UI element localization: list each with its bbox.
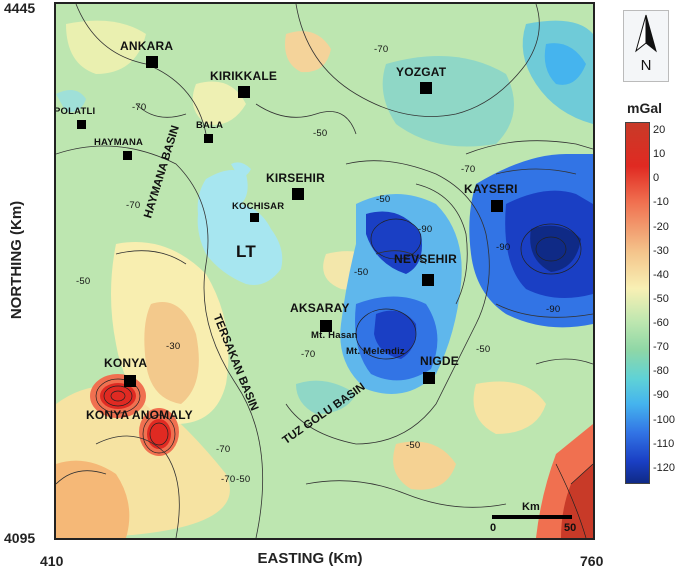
place-ankara: ANKARA xyxy=(120,39,174,53)
contour-label: -70 xyxy=(301,349,316,360)
colorbar-tick-label: 10 xyxy=(653,148,666,161)
colorbar-tick-label: -50 xyxy=(653,292,669,305)
contour-label: -50 xyxy=(476,344,491,355)
contour-label: -70 xyxy=(374,44,389,55)
place-aksaray: AKSARAY xyxy=(290,301,350,315)
north-label: N xyxy=(640,57,652,74)
polatli-marker[interactable] xyxy=(77,120,86,129)
nigde-marker[interactable] xyxy=(423,372,435,384)
colorbar-tick-label: -100 xyxy=(653,413,676,426)
scale-start: 0 xyxy=(490,522,497,534)
bala-marker[interactable] xyxy=(204,134,213,143)
y-bottom-value: 4095 xyxy=(4,530,36,546)
place-kirikkale: KIRIKKALE xyxy=(210,69,278,83)
colorbar-tick-label: -80 xyxy=(653,365,669,378)
place-yozgat: YOZGAT xyxy=(396,65,447,79)
yozgat-marker[interactable] xyxy=(420,82,432,94)
north-arrow-panel: N xyxy=(623,10,669,82)
contour-label: -50 xyxy=(406,440,421,451)
place-kirsehir: KIRSEHIR xyxy=(266,171,325,185)
y-top-value: 4445 xyxy=(4,0,36,16)
aksaray-marker[interactable] xyxy=(320,320,332,332)
contour-label: -50 xyxy=(236,474,251,485)
colorbar-unit: mGal xyxy=(627,100,663,116)
colorbar-tick-label: -10 xyxy=(653,196,669,209)
y-axis-label: NORTHING (Km) xyxy=(8,200,25,320)
place-mt-melendiz: Mt. Melendiz xyxy=(346,346,405,357)
contour-label: -70 xyxy=(221,474,236,485)
colorbar-tick-label: -40 xyxy=(653,268,669,281)
colorbar xyxy=(625,122,650,484)
place-nevsehir: NEVSEHIR xyxy=(394,252,457,266)
haymana-marker[interactable] xyxy=(123,151,132,160)
place-kayseri: KAYSERI xyxy=(464,182,518,196)
gravity-anomaly-map: -70 -70 -50 -70 -50 -50 -70 -90 -90 -30 … xyxy=(54,2,595,540)
scale-bar xyxy=(492,515,572,519)
contour-label: -90 xyxy=(418,224,433,235)
x-right-value: 760 xyxy=(580,553,604,569)
colorbar-tick-label: 0 xyxy=(653,172,660,185)
contour-label: -50 xyxy=(376,194,391,205)
place-polatli: POLATLI xyxy=(54,106,96,117)
kirikkale-marker[interactable] xyxy=(238,86,250,98)
place-konya: KONYA xyxy=(104,356,148,370)
contour-label: -50 xyxy=(354,267,369,278)
x-left-value: 410 xyxy=(40,553,64,569)
place-haymana: HAYMANA xyxy=(94,137,144,148)
colorbar-tick-label: -110 xyxy=(653,437,675,450)
place-kochisar: KOCHISAR xyxy=(232,201,285,212)
place-mt-hasan: Mt. Hasan xyxy=(311,330,358,341)
kirsehir-marker[interactable] xyxy=(292,188,304,200)
contour-label: -70 xyxy=(216,444,231,455)
colorbar-tick-label: -120 xyxy=(653,461,676,474)
scale-unit: Km xyxy=(522,501,540,513)
colorbar-tick-label: -70 xyxy=(653,341,669,354)
place-bala: BALA xyxy=(196,120,224,131)
colorbar-tick-label: -90 xyxy=(653,389,669,402)
map-surface xyxy=(56,4,593,538)
contour-label: -50 xyxy=(313,128,328,139)
contour-label: -90 xyxy=(546,304,561,315)
north-arrow-icon xyxy=(635,14,657,53)
colorbar-tick-label: -60 xyxy=(653,317,669,330)
contour-label: -70 xyxy=(461,164,476,175)
place-lt: LT xyxy=(236,242,256,261)
nevsehir-marker[interactable] xyxy=(422,274,434,286)
colorbar-tick-label: -20 xyxy=(653,220,669,233)
contour-label: -90 xyxy=(496,242,511,253)
ankara-marker[interactable] xyxy=(146,56,158,68)
colorbar-tick-label: -30 xyxy=(653,244,669,257)
contour-label: -30 xyxy=(166,341,181,352)
konya-marker[interactable] xyxy=(124,375,136,387)
contour-label: -50 xyxy=(76,276,91,287)
scale-end: 50 xyxy=(564,522,577,534)
kayseri-marker[interactable] xyxy=(491,200,503,212)
place-konya-anomaly: KONYA ANOMALY xyxy=(86,408,193,422)
contour-label: -70 xyxy=(126,200,141,211)
kochisar-marker[interactable] xyxy=(250,213,259,222)
colorbar-tick-label: 20 xyxy=(653,124,666,136)
place-nigde: NIGDE xyxy=(420,354,460,368)
contour-label: -70 xyxy=(132,102,147,113)
x-axis-label: EASTING (Km) xyxy=(257,550,363,567)
